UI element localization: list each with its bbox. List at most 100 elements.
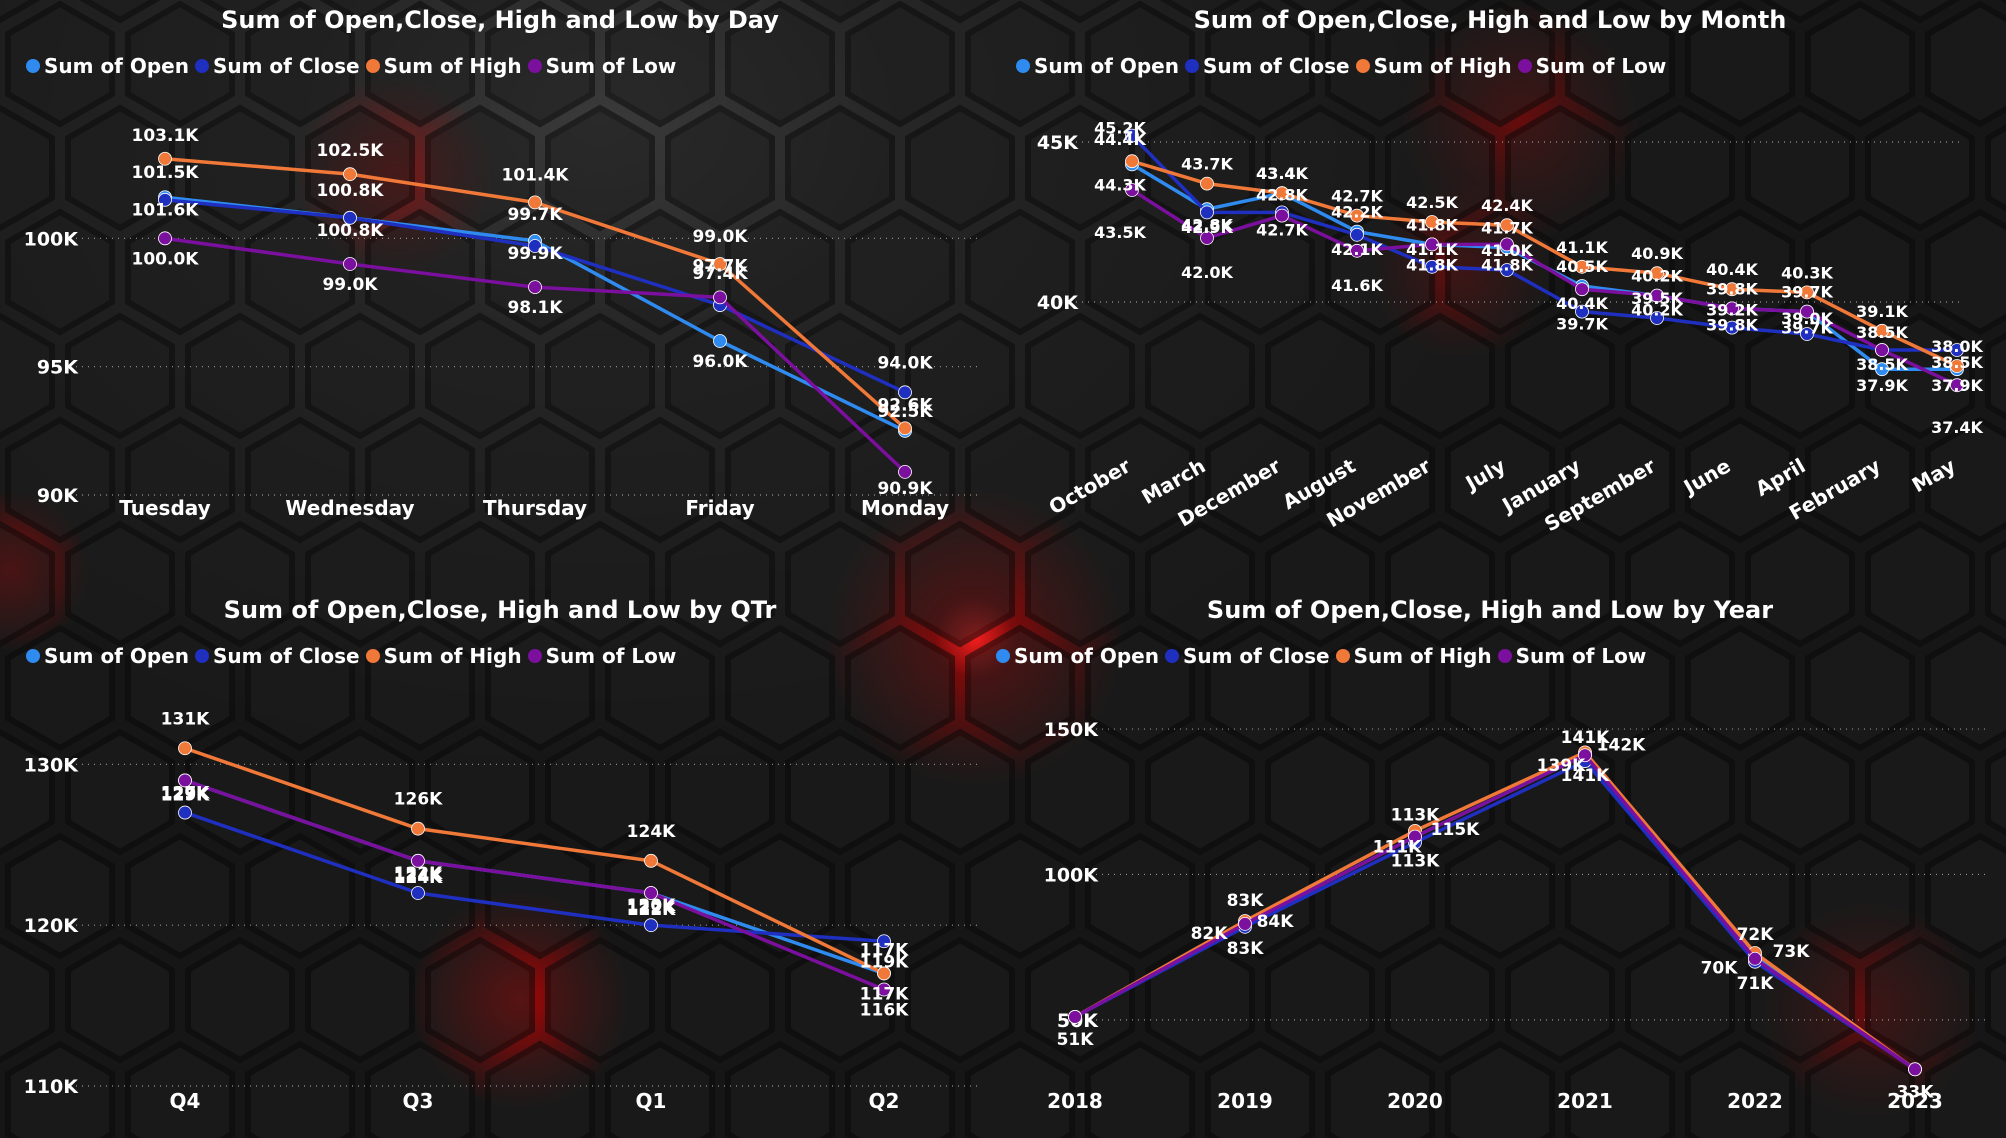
data-point-low[interactable] (1908, 1062, 1922, 1077)
y-tick-label: 130K (24, 754, 80, 776)
data-point-close[interactable] (1725, 320, 1739, 335)
data-point-high[interactable] (1800, 285, 1814, 300)
legend-item-close[interactable]: Sum of Close (1164, 644, 1330, 668)
data-label-high: 92.6K (877, 395, 933, 415)
legend-item-low[interactable]: Sum of Low (527, 644, 676, 668)
data-point-close[interactable] (1125, 128, 1139, 143)
data-point-low[interactable] (1575, 282, 1589, 297)
data-point-low[interactable] (644, 886, 658, 900)
data-point-close[interactable] (1350, 227, 1364, 242)
data-label-low: 39.7K (1781, 319, 1833, 338)
data-point-low[interactable] (158, 231, 172, 246)
data-label-low: 42.0K (1181, 263, 1233, 282)
data-point-close[interactable] (528, 239, 542, 253)
data-point-close[interactable] (1200, 205, 1214, 220)
data-point-low[interactable] (877, 982, 891, 997)
legend-item-high[interactable]: Sum of High (1355, 54, 1512, 78)
data-point-high[interactable] (411, 821, 425, 836)
legend-item-low[interactable]: Sum of Low (527, 54, 676, 78)
data-point-high[interactable] (1350, 208, 1364, 223)
data-point-open[interactable] (713, 334, 727, 348)
legend-item-open[interactable]: Sum of Open (1016, 54, 1179, 78)
data-point-high[interactable] (1575, 259, 1589, 274)
data-point-high[interactable] (1875, 323, 1889, 338)
legend-item-close[interactable]: Sum of Close (194, 54, 360, 78)
legend-label: Sum of Open (1034, 54, 1179, 78)
data-point-close[interactable] (1650, 311, 1664, 325)
legend-item-low[interactable]: Sum of Low (1517, 54, 1666, 78)
data-point-low[interactable] (1408, 829, 1422, 844)
legend-item-open[interactable]: Sum of Open (26, 54, 189, 78)
legend-marker-close (194, 59, 209, 73)
data-point-close[interactable] (411, 886, 425, 900)
data-point-low[interactable] (1350, 243, 1364, 258)
data-label-open: 129K (161, 783, 210, 803)
data-label-low: 41.6K (1331, 276, 1383, 295)
data-point-high[interactable] (1425, 215, 1439, 229)
data-point-close[interactable] (1500, 263, 1514, 277)
data-point-low[interactable] (1950, 378, 1964, 393)
data-point-low[interactable] (1068, 1010, 1082, 1024)
data-point-low[interactable] (898, 464, 912, 479)
data-point-close[interactable] (1950, 343, 1964, 357)
data-point-close[interactable] (898, 385, 912, 400)
data-label-open: 43.4K (1256, 164, 1308, 183)
data-point-low[interactable] (1200, 231, 1214, 245)
data-point-low[interactable] (1725, 301, 1739, 316)
data-point-high[interactable] (1950, 359, 1964, 373)
legend-item-close[interactable]: Sum of Close (194, 644, 360, 668)
data-point-low[interactable] (1275, 208, 1289, 223)
data-point-low[interactable] (1125, 183, 1139, 197)
data-point-high[interactable] (1125, 154, 1139, 169)
data-point-close[interactable] (158, 192, 172, 207)
data-point-high[interactable] (528, 195, 542, 210)
data-point-low[interactable] (1748, 951, 1762, 966)
data-point-open[interactable] (1875, 362, 1889, 377)
data-point-high[interactable] (343, 167, 357, 182)
data-point-low[interactable] (1875, 343, 1889, 357)
legend-item-high[interactable]: Sum of High (365, 644, 522, 668)
legend-item-close[interactable]: Sum of Close (1184, 54, 1350, 78)
data-point-high[interactable] (1200, 176, 1214, 191)
year-line-chart: 50K100K150K20182019202020212022202383K11… (1044, 719, 1990, 1113)
data-point-low[interactable] (1238, 916, 1252, 931)
data-point-high[interactable] (1650, 266, 1664, 281)
legend-item-open[interactable]: Sum of Open (26, 644, 189, 668)
data-point-low[interactable] (343, 257, 357, 271)
data-point-low[interactable] (528, 280, 542, 295)
data-point-low[interactable] (1425, 237, 1439, 252)
data-label-low: 41.8K (1481, 255, 1533, 274)
data-point-high[interactable] (1500, 218, 1514, 233)
data-point-high[interactable] (178, 741, 192, 756)
data-point-close[interactable] (1425, 259, 1439, 274)
data-point-close[interactable] (644, 918, 658, 933)
data-point-close[interactable] (877, 934, 891, 949)
legend-item-open[interactable]: Sum of Open (996, 644, 1159, 668)
legend-item-high[interactable]: Sum of High (1335, 644, 1492, 668)
data-point-low[interactable] (1500, 237, 1514, 252)
data-point-close[interactable] (178, 805, 192, 820)
data-label-open: 113K (1391, 806, 1440, 826)
data-point-low[interactable] (713, 290, 727, 305)
data-point-low[interactable] (1578, 748, 1592, 763)
data-point-low[interactable] (411, 853, 425, 868)
x-tick-label: 2021 (1557, 1089, 1613, 1113)
data-point-close[interactable] (1800, 327, 1814, 341)
data-label-high: 101.4K (502, 165, 570, 185)
legend-label: Sum of High (383, 54, 522, 78)
data-point-high[interactable] (877, 966, 891, 981)
data-point-high[interactable] (158, 151, 172, 166)
data-point-high[interactable] (644, 853, 658, 868)
data-point-low[interactable] (1800, 304, 1814, 319)
data-point-high[interactable] (1275, 186, 1289, 201)
data-point-high[interactable] (1725, 282, 1739, 297)
legend-item-high[interactable]: Sum of High (365, 54, 522, 78)
data-point-low[interactable] (178, 773, 192, 788)
data-point-close[interactable] (343, 210, 357, 225)
data-point-close[interactable] (1575, 304, 1589, 319)
legend-item-low[interactable]: Sum of Low (1497, 644, 1646, 668)
data-point-high[interactable] (713, 257, 727, 271)
data-point-low[interactable] (1650, 288, 1664, 303)
data-point-high[interactable] (898, 421, 912, 436)
